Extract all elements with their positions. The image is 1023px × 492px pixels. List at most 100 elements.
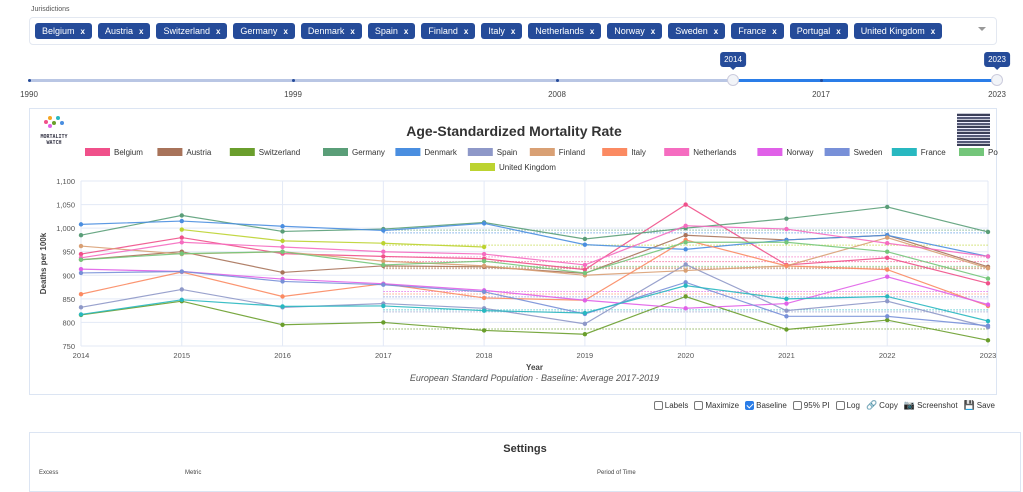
x-tick-label: 2019 [577, 351, 594, 360]
chip-label: United Kingdom [860, 26, 925, 36]
data-point [280, 322, 285, 327]
data-point [179, 287, 184, 292]
pi-checkbox-box[interactable] [792, 401, 802, 410]
data-point [885, 274, 890, 279]
close-icon[interactable]: x [510, 26, 516, 36]
data-point [582, 262, 588, 268]
series-line-netherlands [80, 225, 989, 266]
log-checkbox-label: Log [846, 401, 860, 410]
close-icon[interactable]: x [350, 26, 355, 36]
slider-tick-label: 2008 [548, 90, 566, 99]
screenshot-button[interactable]: 📷 Screenshot [904, 400, 958, 411]
data-point [179, 297, 184, 302]
legend-swatch [891, 148, 917, 156]
x-tick-label: 2018 [476, 351, 493, 360]
save-button[interactable]: 💾 Save [964, 400, 995, 411]
data-point [280, 304, 285, 309]
labels-checkbox[interactable]: Labels [653, 401, 688, 410]
baseline-checkbox[interactable]: Baseline [745, 401, 787, 410]
year-range-slider[interactable]: 1990 1999 2008 2017 2023 2014 2023 [20, 52, 1010, 105]
jurisdiction-chip[interactable]: Netherlands x [528, 23, 602, 39]
baseline-checkbox-label: Baseline [756, 401, 787, 410]
qr-code-icon[interactable] [957, 113, 990, 146]
maximize-checkbox-box[interactable] [694, 401, 704, 410]
data-point [683, 202, 688, 207]
excess-label: Excess [39, 470, 59, 476]
pi-checkbox[interactable]: 95% PI [792, 401, 830, 410]
data-point [78, 251, 84, 257]
data-point [381, 303, 386, 309]
log-checkbox[interactable]: Log [835, 401, 860, 410]
chevron-down-icon[interactable] [978, 27, 986, 31]
jurisdictions-select[interactable]: Belgium x Austria x Switzerland x Germany x Denm… [29, 17, 997, 45]
labels-checkbox-box[interactable] [653, 401, 663, 410]
maximize-checkbox[interactable]: Maximize [694, 401, 739, 410]
baseline-checkbox-box[interactable] [745, 401, 755, 410]
jurisdiction-chip[interactable]: Switzerland x [156, 23, 228, 39]
data-point [582, 310, 588, 316]
legend-label: Italy [631, 148, 646, 157]
close-icon[interactable]: x [836, 26, 841, 36]
slider-track[interactable] [29, 79, 997, 82]
legend-swatch [959, 148, 984, 156]
y-tick-label: 1,050 [56, 201, 75, 210]
jurisdiction-chip[interactable]: France x [731, 23, 784, 39]
legend-label: Germany [352, 148, 385, 157]
data-point [885, 235, 890, 240]
x-tick-label: 2020 [677, 351, 694, 360]
x-tick-label: 2015 [173, 351, 190, 360]
close-icon[interactable]: x [589, 26, 595, 36]
jurisdiction-chip[interactable]: United Kingdom x [853, 23, 943, 39]
slider-selected-range [733, 79, 997, 82]
copy-button[interactable]: 🔗 Copy [866, 400, 898, 411]
jurisdiction-chip[interactable]: Spain x [367, 23, 416, 39]
log-checkbox-box[interactable] [835, 401, 845, 410]
slider-handle-end[interactable] [991, 74, 1003, 86]
close-icon[interactable]: x [463, 26, 469, 36]
data-point [78, 222, 84, 227]
data-point [885, 204, 890, 210]
jurisdiction-chip[interactable]: Germany x [233, 23, 295, 39]
close-icon[interactable]: x [215, 26, 221, 36]
chip-label: Switzerland [163, 26, 210, 36]
data-point [381, 249, 386, 254]
data-point [179, 213, 184, 218]
close-icon[interactable]: x [403, 26, 409, 36]
jurisdiction-chip[interactable]: Italy x [481, 23, 523, 39]
close-icon[interactable]: x [80, 26, 85, 36]
chip-label: Germany [240, 26, 278, 36]
jurisdiction-chip[interactable]: Sweden x [668, 23, 726, 39]
jurisdiction-chip[interactable]: Denmark x [300, 23, 362, 39]
jurisdiction-chip[interactable]: Austria x [97, 23, 151, 39]
close-icon[interactable]: x [138, 26, 144, 36]
data-point [985, 302, 991, 307]
screenshot-button-label: Screenshot [917, 401, 958, 410]
close-icon[interactable]: x [930, 26, 936, 36]
close-icon[interactable]: x [713, 26, 719, 36]
series-line-denmark [80, 220, 989, 258]
legend-label: France [921, 148, 946, 157]
chip-label: Sweden [675, 26, 708, 36]
data-point [885, 267, 890, 272]
close-icon[interactable]: x [772, 26, 777, 36]
slider-handle-start-tooltip: 2014 [720, 52, 746, 70]
slider-handle-start[interactable] [727, 74, 739, 86]
data-point [78, 257, 84, 262]
close-icon[interactable]: x [650, 26, 656, 36]
legend-swatch [157, 148, 183, 156]
legend-label: Finland [559, 148, 585, 157]
chip-label: Denmark [307, 26, 345, 36]
jurisdiction-chip[interactable]: Finland x [421, 23, 476, 39]
data-point [885, 249, 890, 254]
jurisdiction-chip[interactable]: Norway x [607, 23, 663, 39]
data-point [683, 306, 688, 311]
legend-swatch [467, 148, 493, 156]
data-point [582, 321, 588, 327]
series-line-spain [80, 263, 989, 328]
jurisdiction-chip[interactable]: Belgium x [35, 23, 92, 39]
data-point [683, 283, 688, 288]
close-icon[interactable]: x [283, 26, 288, 36]
data-point [985, 281, 991, 286]
jurisdiction-chip[interactable]: Portugal x [789, 23, 848, 39]
slider-tick-mark [556, 79, 559, 82]
